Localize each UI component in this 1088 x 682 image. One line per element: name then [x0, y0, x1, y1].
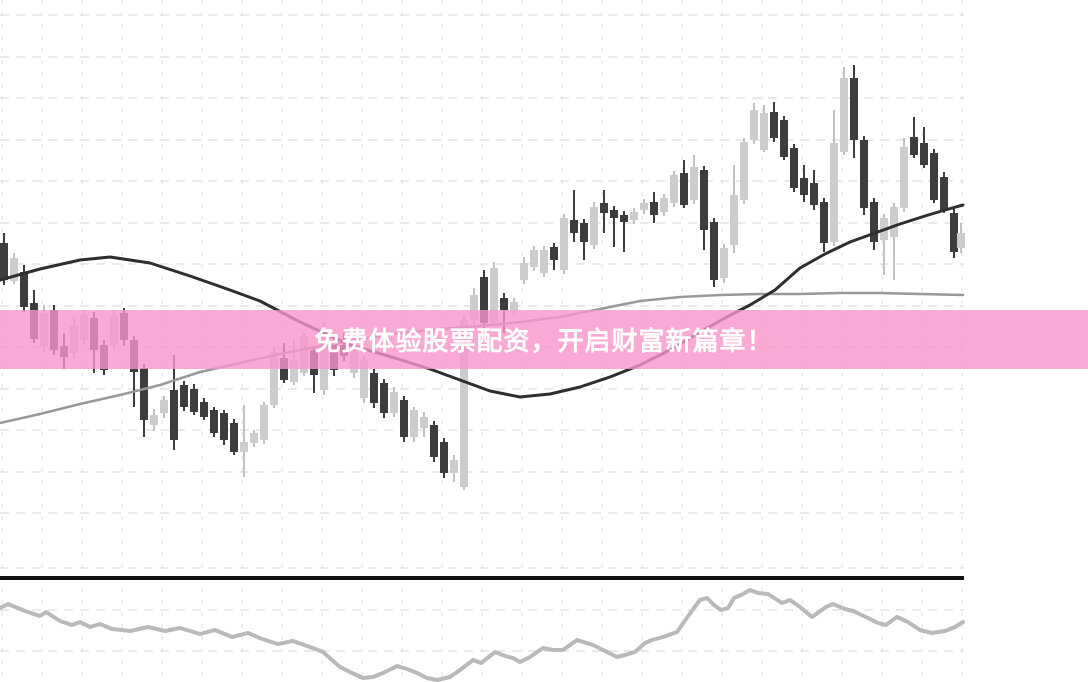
candle-up — [900, 138, 908, 212]
candle-up — [410, 407, 418, 442]
candle-up — [690, 155, 698, 204]
candle-down — [170, 355, 178, 450]
candle-down — [220, 410, 228, 445]
candle-down — [570, 190, 578, 242]
candle-up — [150, 409, 158, 431]
candle-down — [860, 136, 868, 215]
candle-up — [10, 253, 18, 284]
candle-up — [880, 214, 888, 275]
candle-down — [940, 172, 948, 213]
candle-down — [600, 190, 608, 233]
candle-down — [380, 379, 388, 418]
candle-up — [590, 202, 598, 249]
candle-up — [260, 402, 268, 444]
candle-up — [250, 430, 258, 447]
candle-up — [530, 246, 538, 271]
candle-up — [630, 208, 638, 224]
candle-down — [180, 381, 188, 411]
candle-up — [840, 67, 848, 155]
candle-down — [930, 149, 938, 203]
lower-indicator-line — [0, 588, 965, 682]
candle-down — [200, 398, 208, 420]
candle-down — [0, 233, 8, 285]
candle-up — [670, 171, 678, 207]
candle-down — [910, 117, 918, 158]
candle-down — [680, 160, 688, 208]
candles — [0, 65, 965, 490]
candle-down — [820, 198, 828, 252]
candle-up — [660, 194, 668, 216]
candle-down — [370, 369, 378, 408]
candle-down — [770, 102, 778, 142]
candle-up — [160, 396, 168, 418]
candle-up — [957, 223, 965, 253]
candle-up — [830, 110, 838, 246]
candle-down — [210, 407, 218, 437]
candle-up — [890, 203, 898, 280]
candle-down — [230, 419, 238, 455]
candle-up — [390, 387, 398, 417]
candle-down — [850, 65, 858, 158]
candle-up — [450, 455, 458, 482]
candle-down — [440, 438, 448, 478]
candle-down — [920, 127, 928, 168]
candle-down — [790, 144, 798, 192]
candle-up — [750, 103, 758, 144]
candle-down — [610, 206, 618, 247]
candle-down — [580, 219, 588, 260]
candle-down — [550, 243, 558, 270]
candle-down — [620, 211, 628, 252]
candle-down — [700, 166, 708, 250]
candle-down — [190, 384, 198, 415]
candle-down — [430, 421, 438, 462]
candle-up — [540, 246, 548, 277]
promo-banner[interactable]: 免费体验股票配资，开启财富新篇章！ — [0, 310, 1088, 369]
candle-down — [650, 192, 658, 223]
candle-down — [870, 198, 878, 250]
candle-up — [640, 199, 648, 214]
candle-up — [720, 244, 728, 283]
candle-down — [950, 209, 958, 258]
candle-down — [780, 116, 788, 160]
candle-up — [760, 105, 768, 152]
candle-down — [800, 165, 808, 202]
candle-down — [400, 396, 408, 442]
candle-up — [240, 405, 248, 477]
candle-down — [710, 218, 718, 287]
candle-up — [520, 257, 528, 284]
candle-down — [810, 170, 818, 210]
candle-up — [560, 214, 568, 274]
promo-banner-text: 免费体验股票配资，开启财富新篇章！ — [314, 327, 774, 357]
candle-up — [730, 165, 738, 253]
candle-up — [420, 412, 428, 437]
pane-separator — [0, 576, 964, 580]
candle-down — [140, 364, 148, 437]
candle-up — [740, 138, 748, 204]
moving-average-dark — [0, 203, 965, 399]
grid-lines — [0, 0, 964, 682]
